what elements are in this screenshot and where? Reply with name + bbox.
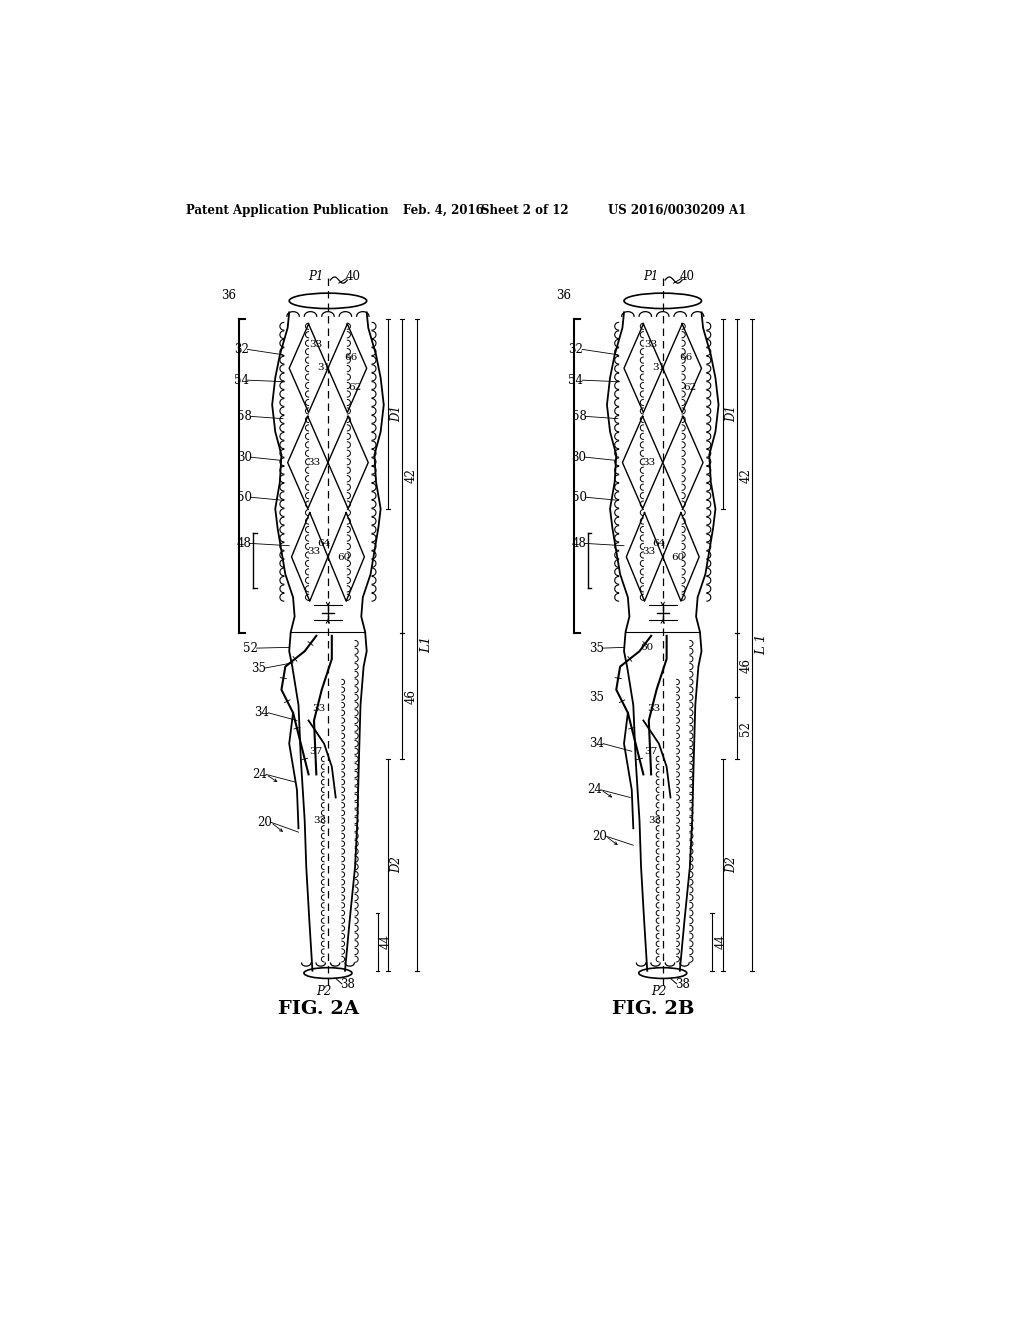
Text: 66: 66 bbox=[679, 352, 692, 362]
Text: 33: 33 bbox=[642, 458, 655, 467]
Text: 24: 24 bbox=[587, 783, 602, 796]
Text: D1: D1 bbox=[725, 405, 738, 422]
Text: D1: D1 bbox=[390, 405, 403, 422]
Text: 33: 33 bbox=[307, 546, 321, 556]
Text: 40: 40 bbox=[345, 269, 360, 282]
Text: FIG. 2A: FIG. 2A bbox=[278, 1001, 358, 1018]
Text: 46: 46 bbox=[739, 657, 753, 673]
Text: Patent Application Publication: Patent Application Publication bbox=[186, 205, 389, 218]
Text: 50: 50 bbox=[237, 491, 252, 504]
Text: Feb. 4, 2016: Feb. 4, 2016 bbox=[403, 205, 484, 218]
Text: 42: 42 bbox=[404, 469, 418, 483]
Text: FIG. 2B: FIG. 2B bbox=[612, 1001, 695, 1018]
Text: 36: 36 bbox=[556, 289, 571, 302]
Text: 33: 33 bbox=[312, 705, 326, 713]
Text: 33: 33 bbox=[644, 341, 657, 350]
Text: 48: 48 bbox=[237, 537, 252, 550]
Text: 66: 66 bbox=[344, 352, 357, 362]
Text: 31: 31 bbox=[317, 363, 331, 372]
Text: 20: 20 bbox=[592, 829, 606, 842]
Text: D2: D2 bbox=[390, 857, 403, 874]
Text: 38: 38 bbox=[675, 978, 689, 991]
Text: 44: 44 bbox=[715, 935, 727, 949]
Text: 30: 30 bbox=[571, 450, 587, 463]
Text: Sheet 2 of 12: Sheet 2 of 12 bbox=[480, 205, 568, 218]
Text: 40: 40 bbox=[680, 269, 695, 282]
Text: L1: L1 bbox=[421, 636, 433, 653]
Text: 37: 37 bbox=[644, 747, 657, 756]
Text: 46: 46 bbox=[404, 689, 418, 704]
Text: 52: 52 bbox=[243, 642, 258, 655]
Text: 20: 20 bbox=[257, 816, 271, 829]
Text: 58: 58 bbox=[571, 409, 587, 422]
Text: 64: 64 bbox=[652, 539, 666, 548]
Text: 54: 54 bbox=[233, 374, 249, 387]
Text: 33: 33 bbox=[648, 816, 662, 825]
Text: L 1: L 1 bbox=[756, 634, 768, 655]
Text: 35: 35 bbox=[590, 642, 604, 655]
Text: 50: 50 bbox=[571, 491, 587, 504]
Text: 54: 54 bbox=[568, 374, 584, 387]
Text: 30: 30 bbox=[237, 450, 252, 463]
Text: 37: 37 bbox=[309, 747, 323, 756]
Text: 62: 62 bbox=[348, 383, 361, 392]
Text: 32: 32 bbox=[568, 343, 584, 356]
Text: 52: 52 bbox=[739, 721, 753, 735]
Text: 62: 62 bbox=[683, 383, 696, 392]
Text: P2: P2 bbox=[316, 985, 332, 998]
Text: 33: 33 bbox=[313, 816, 327, 825]
Text: 42: 42 bbox=[739, 469, 753, 483]
Text: 33: 33 bbox=[309, 341, 323, 350]
Text: 48: 48 bbox=[571, 537, 587, 550]
Text: 35: 35 bbox=[251, 661, 265, 675]
Text: 33: 33 bbox=[647, 705, 660, 713]
Text: 35: 35 bbox=[590, 690, 604, 704]
Text: 58: 58 bbox=[237, 409, 252, 422]
Text: 34: 34 bbox=[590, 737, 604, 750]
Text: 38: 38 bbox=[340, 978, 354, 991]
Text: P1: P1 bbox=[643, 269, 658, 282]
Text: 60: 60 bbox=[641, 643, 654, 652]
Text: 24: 24 bbox=[252, 768, 267, 781]
Text: 33: 33 bbox=[307, 458, 321, 467]
Text: P2: P2 bbox=[651, 985, 667, 998]
Text: 44: 44 bbox=[380, 935, 392, 949]
Text: P1: P1 bbox=[308, 269, 324, 282]
Text: 64: 64 bbox=[317, 539, 331, 548]
Text: 60: 60 bbox=[672, 553, 685, 562]
Text: US 2016/0030209 A1: US 2016/0030209 A1 bbox=[608, 205, 746, 218]
Text: 32: 32 bbox=[233, 343, 249, 356]
Text: 34: 34 bbox=[255, 706, 269, 719]
Text: D2: D2 bbox=[725, 857, 738, 874]
Text: 33: 33 bbox=[642, 546, 655, 556]
Text: 60: 60 bbox=[337, 553, 350, 562]
Text: 31: 31 bbox=[652, 363, 666, 372]
Text: 36: 36 bbox=[221, 289, 237, 302]
